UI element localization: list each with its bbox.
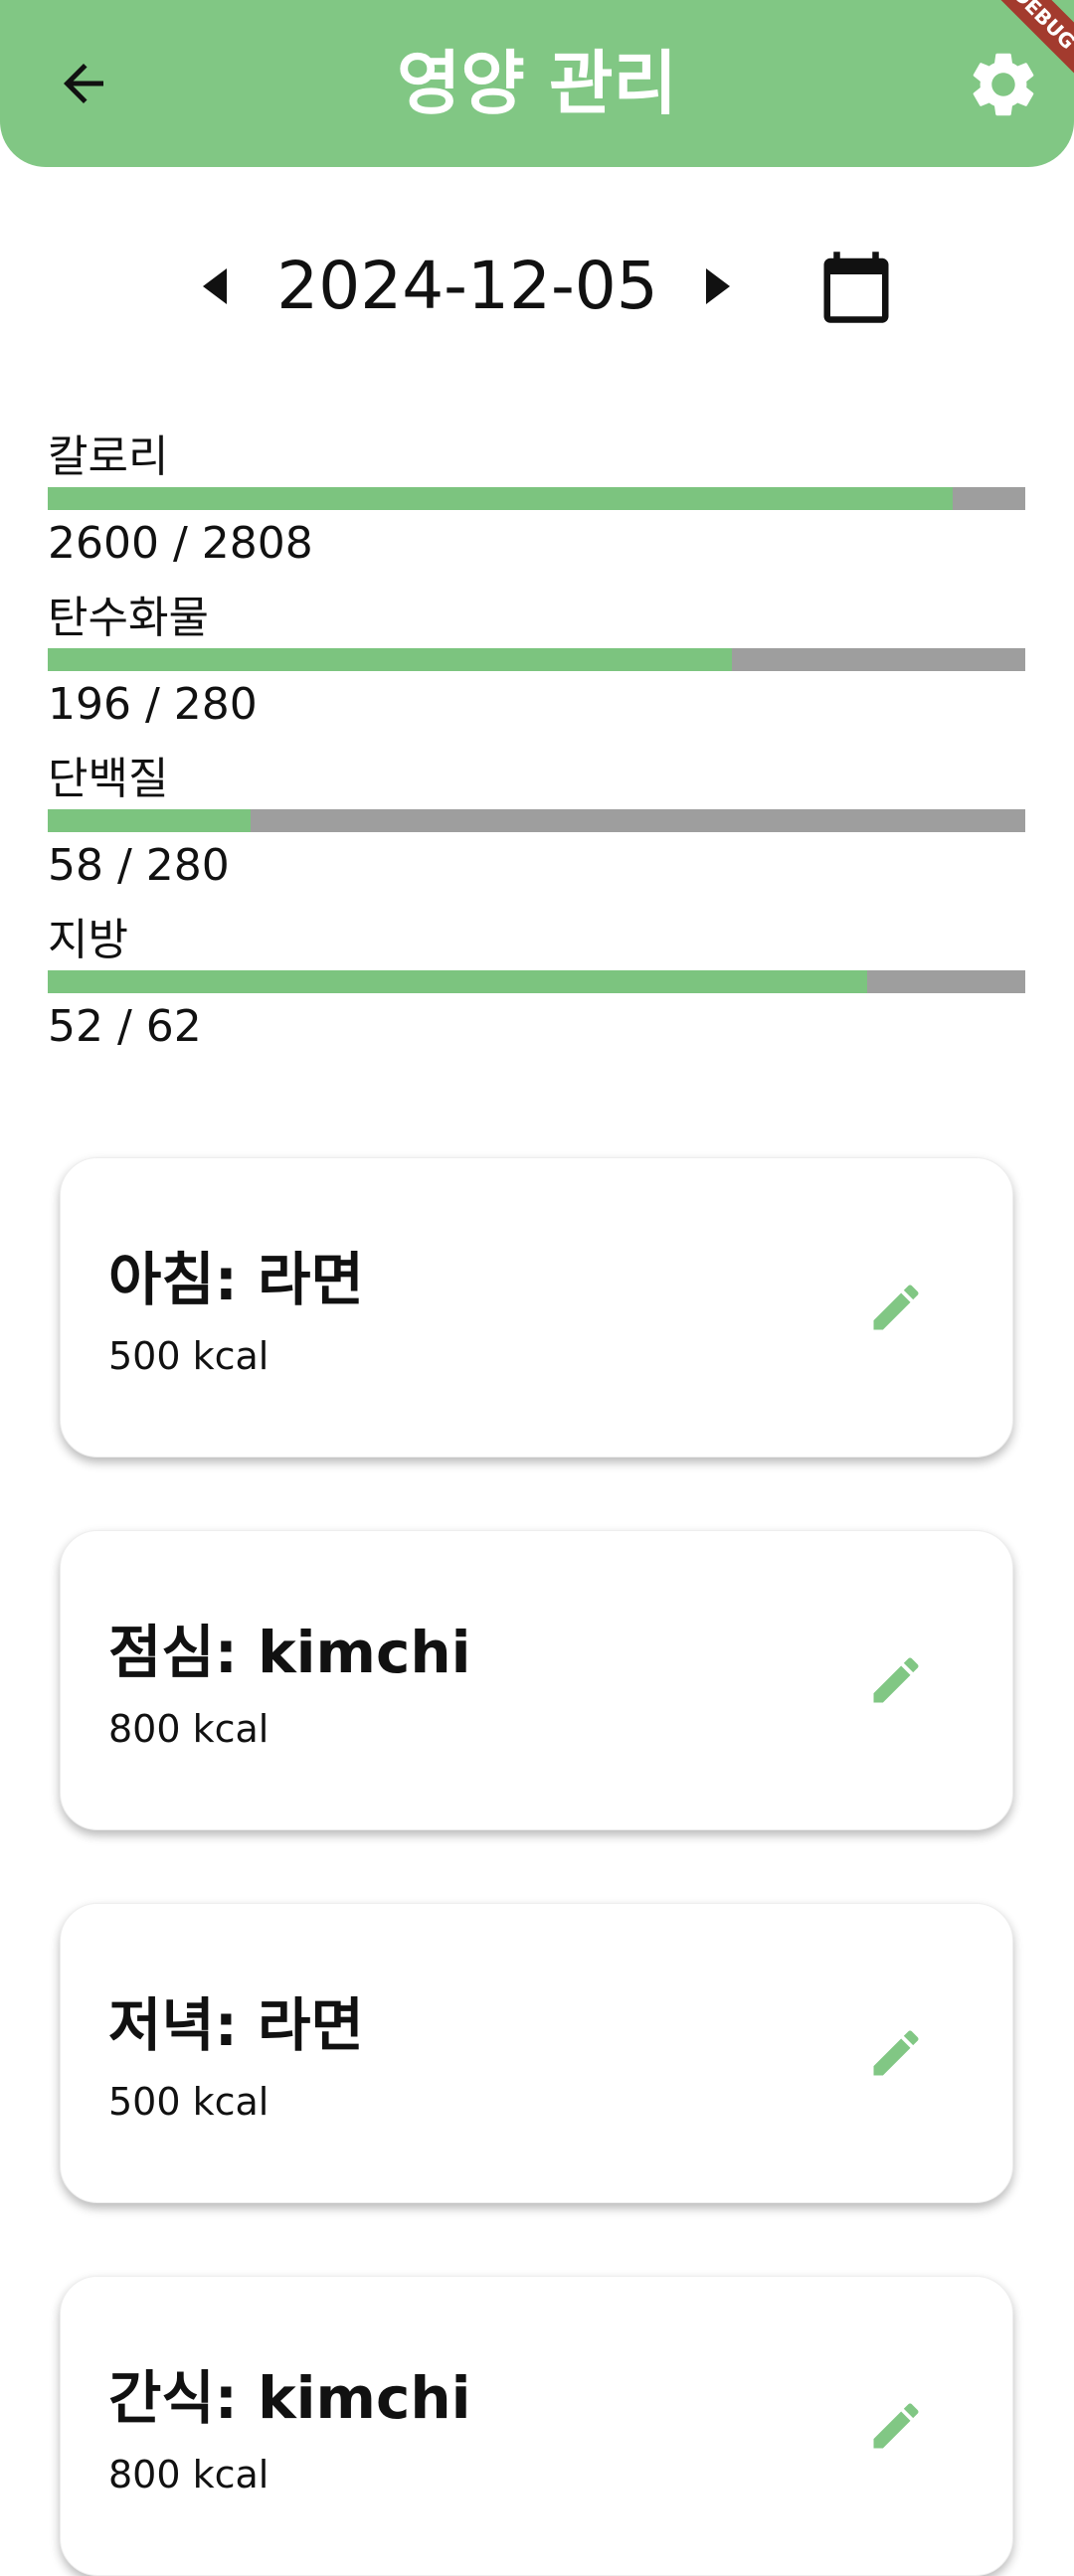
calendar-button[interactable] <box>817 249 895 326</box>
meal-title: 아침: 라면 <box>108 1246 364 1313</box>
progress-fill <box>48 809 251 832</box>
nutrient-label: 지방 <box>48 915 128 965</box>
date: 2024-12-05 <box>276 248 658 324</box>
progress-fill <box>48 487 954 510</box>
settings-button[interactable] <box>965 46 1042 123</box>
meal-title: 저녁: 라면 <box>108 1991 364 2059</box>
meal-calories: 800 kcal <box>108 2453 269 2496</box>
meal-title: 간식: kimchi <box>108 2364 471 2432</box>
app-bar: 영양 관리 DEBUG <box>0 0 1074 167</box>
nutrient-label: 단백질 <box>48 754 169 804</box>
prev-day[interactable] <box>203 268 233 304</box>
progress-track <box>48 648 1025 671</box>
meal-card: 간식: kimchi 800 kcal <box>60 2276 1013 2576</box>
nutrient-value: 58 / 280 <box>48 840 230 891</box>
back-button[interactable] <box>54 54 113 113</box>
meal-card: 점심: kimchi 800 kcal <box>60 1530 1013 1830</box>
next-day[interactable] <box>700 268 730 304</box>
progress-track <box>48 487 1025 510</box>
nutrient-label: 탄수화물 <box>48 593 209 643</box>
edit-button[interactable] <box>866 1278 926 1341</box>
nutrient-label: 칼로리 <box>48 431 169 482</box>
nutrient-value: 196 / 280 <box>48 679 258 730</box>
nutrient-value: 52 / 62 <box>48 1001 202 1052</box>
meal-calories: 500 kcal <box>108 2080 269 2124</box>
meal-calories: 800 kcal <box>108 1707 269 1751</box>
progress-track <box>48 970 1025 993</box>
edit-button[interactable] <box>866 2023 926 2087</box>
title: 영양 관리 <box>397 43 677 124</box>
meal-title: 점심: kimchi <box>108 1619 471 1686</box>
progress-fill <box>48 970 868 993</box>
nutrient-value: 2600 / 2808 <box>48 518 313 569</box>
edit-button[interactable] <box>866 2396 926 2460</box>
meal-card: 아침: 라면 500 kcal <box>60 1157 1013 1458</box>
edit-button[interactable] <box>866 1650 926 1714</box>
meal-calories: 500 kcal <box>108 1334 269 1378</box>
meal-card: 저녁: 라면 500 kcal <box>60 1903 1013 2203</box>
progress-track <box>48 809 1025 832</box>
progress-fill <box>48 648 733 671</box>
